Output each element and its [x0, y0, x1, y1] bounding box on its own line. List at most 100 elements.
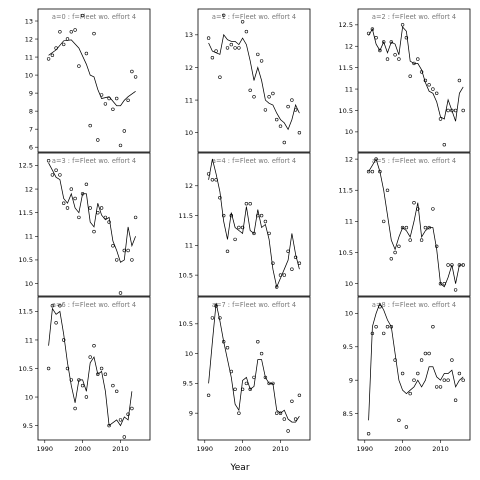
- data-point: [427, 351, 431, 356]
- data-point: [61, 338, 66, 342]
- data-point: [290, 267, 294, 271]
- data-point: [92, 229, 96, 234]
- data-point: [457, 371, 462, 376]
- data-point: [225, 346, 230, 350]
- fitted-line: [208, 302, 300, 423]
- data-point: [84, 51, 89, 56]
- y-tick-label: 10: [185, 350, 193, 358]
- data-point: [408, 238, 412, 242]
- fitted-line: [48, 162, 136, 263]
- data-point: [446, 108, 450, 113]
- data-point: [378, 48, 382, 53]
- x-tick-label: 2000: [74, 445, 91, 453]
- data-point: [69, 187, 74, 191]
- y-tick-label: 10.5: [19, 365, 33, 373]
- data-point: [88, 123, 92, 128]
- panel-frame: [357, 8, 471, 153]
- data-point: [442, 282, 446, 286]
- data-point: [229, 213, 234, 218]
- data-point: [69, 378, 74, 382]
- data-point: [457, 78, 462, 83]
- data-point: [111, 107, 115, 112]
- data-point: [229, 369, 234, 374]
- y-tick-label: 10.5: [19, 256, 33, 264]
- data-point: [240, 387, 245, 391]
- data-point: [103, 102, 108, 106]
- panel-frame: [197, 8, 311, 153]
- panel-frame: [37, 152, 151, 297]
- data-point: [366, 31, 371, 36]
- data-point: [393, 250, 397, 255]
- data-point: [214, 304, 218, 308]
- x-tick-label: 1990: [37, 445, 54, 453]
- data-point: [385, 325, 390, 329]
- y-tick-label: 9: [189, 409, 193, 417]
- data-point: [237, 46, 241, 50]
- data-point: [423, 225, 428, 230]
- data-point: [259, 213, 264, 218]
- data-point: [126, 412, 130, 416]
- data-point: [271, 91, 275, 96]
- data-point: [416, 57, 420, 61]
- data-point: [133, 215, 138, 220]
- panel-label: a=1 : f=Fleet wo. effort 4: [212, 13, 296, 21]
- data-point: [382, 40, 386, 44]
- data-point: [431, 325, 435, 329]
- data-point: [431, 207, 435, 211]
- data-point: [96, 372, 100, 376]
- data-point: [114, 389, 119, 393]
- data-point: [114, 258, 119, 262]
- y-tick-label: 12.5: [339, 21, 353, 29]
- data-point: [282, 140, 286, 145]
- data-point: [96, 138, 100, 142]
- data-point: [84, 182, 89, 187]
- x-tick-label: 2010: [432, 445, 449, 453]
- data-point: [256, 340, 260, 344]
- data-point: [435, 91, 439, 96]
- y-tick-label: 11.5: [339, 187, 353, 195]
- data-point: [271, 381, 275, 386]
- data-point: [378, 169, 382, 174]
- y-tick-label: 11: [185, 96, 193, 104]
- data-point: [218, 75, 222, 79]
- data-point: [400, 23, 405, 27]
- data-point: [282, 417, 286, 421]
- data-point: [400, 225, 405, 230]
- data-point: [84, 395, 89, 399]
- data-point: [99, 93, 104, 97]
- data-point: [393, 358, 397, 362]
- data-point: [99, 366, 104, 371]
- panel-frame: [357, 152, 471, 297]
- fitted-line: [208, 33, 300, 131]
- y-tick-label: 10: [345, 310, 353, 318]
- data-point: [297, 393, 302, 397]
- data-point: [278, 273, 283, 277]
- data-point: [435, 244, 439, 249]
- panel: a=5 : f=Fleet wo. effort 4 10 10.5 11 11.5 12: [339, 152, 471, 297]
- panel-label: a=5 : f=Fleet wo. effort 4: [372, 157, 456, 165]
- panel: a=6 : f=Fleet wo. effort 4 9.5 10 10.5 11 11.…: [19, 296, 151, 453]
- data-point: [370, 331, 375, 336]
- data-point: [297, 131, 302, 135]
- data-point: [389, 40, 393, 44]
- y-tick-label: 11: [345, 218, 353, 226]
- panel-label: a=6 : f=Fleet wo. effort 4: [52, 301, 136, 309]
- data-point: [412, 61, 416, 66]
- data-point: [427, 83, 431, 87]
- data-point: [130, 258, 134, 262]
- fitted-line: [208, 158, 300, 289]
- data-point: [435, 385, 439, 389]
- data-point: [450, 108, 454, 113]
- data-point: [263, 375, 268, 380]
- y-tick-label: 11: [25, 53, 33, 61]
- data-point: [453, 108, 458, 113]
- data-point: [210, 316, 215, 320]
- data-point: [271, 261, 275, 265]
- data-point: [412, 378, 416, 382]
- y-tick-label: 11.5: [19, 209, 33, 217]
- data-point: [278, 411, 283, 415]
- data-point: [225, 249, 230, 254]
- data-point: [259, 351, 264, 356]
- y-tick-label: 13: [185, 31, 193, 39]
- data-point: [423, 351, 428, 356]
